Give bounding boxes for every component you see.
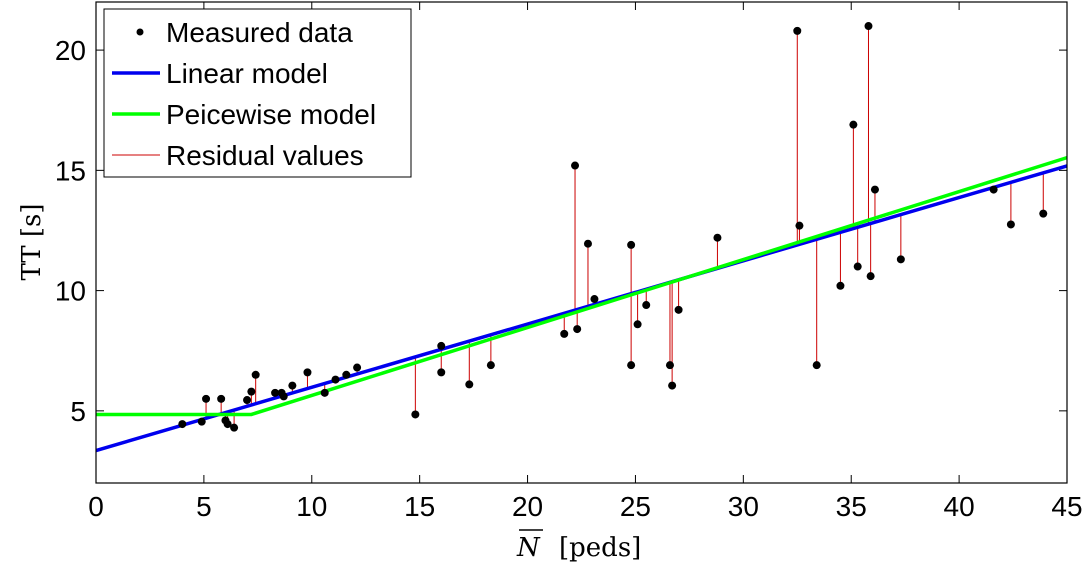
measured-point-19 <box>411 410 420 419</box>
x-axis-ticks: 0 5 10 15 20 25 30 35 40 45 <box>88 2 1083 522</box>
x-axis-label: N [peds] <box>516 529 641 563</box>
measured-point-16 <box>331 375 340 384</box>
measured-point-41 <box>849 120 858 129</box>
measured-point-38 <box>795 221 804 230</box>
measured-point-12 <box>279 392 288 401</box>
measured-point-5 <box>223 420 232 429</box>
measured-point-15 <box>320 388 329 397</box>
x-tick-label-15: 15 <box>404 491 435 522</box>
measured-point-20 <box>437 341 446 350</box>
legend-box <box>103 8 412 178</box>
measured-point-47 <box>989 185 998 194</box>
measured-point-33 <box>665 361 674 370</box>
legend-marker-measured <box>136 28 144 36</box>
measured-point-2 <box>202 394 211 403</box>
x-axis-label-unit: [peds] <box>559 533 641 563</box>
measured-point-45 <box>870 185 879 194</box>
y-axis-label: TT [s] <box>17 203 47 280</box>
measured-point-13 <box>288 381 297 390</box>
measured-point-23 <box>486 361 495 370</box>
x-axis-label-symbol: N <box>516 533 541 563</box>
measured-point-8 <box>247 387 256 396</box>
x-tick-label-45: 45 <box>1051 491 1082 522</box>
measured-point-36 <box>713 233 722 242</box>
measured-point-7 <box>243 396 252 405</box>
measured-point-3 <box>217 394 226 403</box>
x-tick-label-0: 0 <box>88 491 104 522</box>
legend-label-residual: Residual values <box>166 140 364 171</box>
measured-point-35 <box>674 305 683 314</box>
y-axis-ticks: 5 10 15 20 <box>55 35 1067 427</box>
measured-point-6 <box>230 423 239 432</box>
measured-point-14 <box>303 368 312 377</box>
x-tick-label-20: 20 <box>512 491 543 522</box>
measured-point-48 <box>1006 220 1015 229</box>
measured-point-21 <box>437 368 446 377</box>
x-tick-label-10: 10 <box>296 491 327 522</box>
measured-point-17 <box>342 370 351 379</box>
measured-point-34 <box>668 381 677 390</box>
x-tick-label-40: 40 <box>944 491 975 522</box>
measured-point-9 <box>251 370 260 379</box>
legend: Measured data Linear model Peicewise mod… <box>103 8 412 178</box>
measured-point-25 <box>571 161 580 170</box>
measured-point-44 <box>866 272 875 281</box>
linear-model-line <box>95 164 1068 453</box>
y-tick-label-10: 10 <box>55 276 86 307</box>
measured-point-43 <box>864 22 873 31</box>
measured-point-28 <box>590 295 599 304</box>
measured-point-24 <box>560 329 569 338</box>
measured-point-10 <box>271 388 280 397</box>
measured-point-18 <box>353 363 362 372</box>
x-tick-label-25: 25 <box>620 491 651 522</box>
measured-point-26 <box>573 325 582 334</box>
piecewise-model-line <box>96 155 1068 417</box>
x-tick-label-5: 5 <box>196 491 212 522</box>
measured-point-0 <box>178 420 187 429</box>
measured-point-27 <box>583 239 592 248</box>
y-tick-label-15: 15 <box>55 155 86 186</box>
measured-point-30 <box>627 361 636 370</box>
y-tick-label-5: 5 <box>70 396 86 427</box>
measured-point-1 <box>197 417 206 426</box>
measured-point-42 <box>853 262 862 271</box>
measured-point-49 <box>1039 209 1048 218</box>
x-tick-label-30: 30 <box>728 491 759 522</box>
measured-point-22 <box>465 380 474 389</box>
measured-point-37 <box>793 26 802 35</box>
measured-point-46 <box>896 255 905 264</box>
measured-points <box>178 22 1048 432</box>
model-lines <box>95 155 1068 453</box>
legend-label-linear: Linear model <box>166 58 328 89</box>
y-tick-label-20: 20 <box>55 35 86 66</box>
legend-label-piecewise: Peicewise model <box>166 99 376 130</box>
measured-point-40 <box>836 281 845 290</box>
measured-point-29 <box>627 240 636 249</box>
legend-label-measured: Measured data <box>166 17 353 48</box>
measured-point-31 <box>633 320 642 329</box>
plot-frame <box>95 1 1068 484</box>
measured-point-32 <box>642 301 651 310</box>
x-tick-label-35: 35 <box>836 491 867 522</box>
measured-point-39 <box>812 361 821 370</box>
